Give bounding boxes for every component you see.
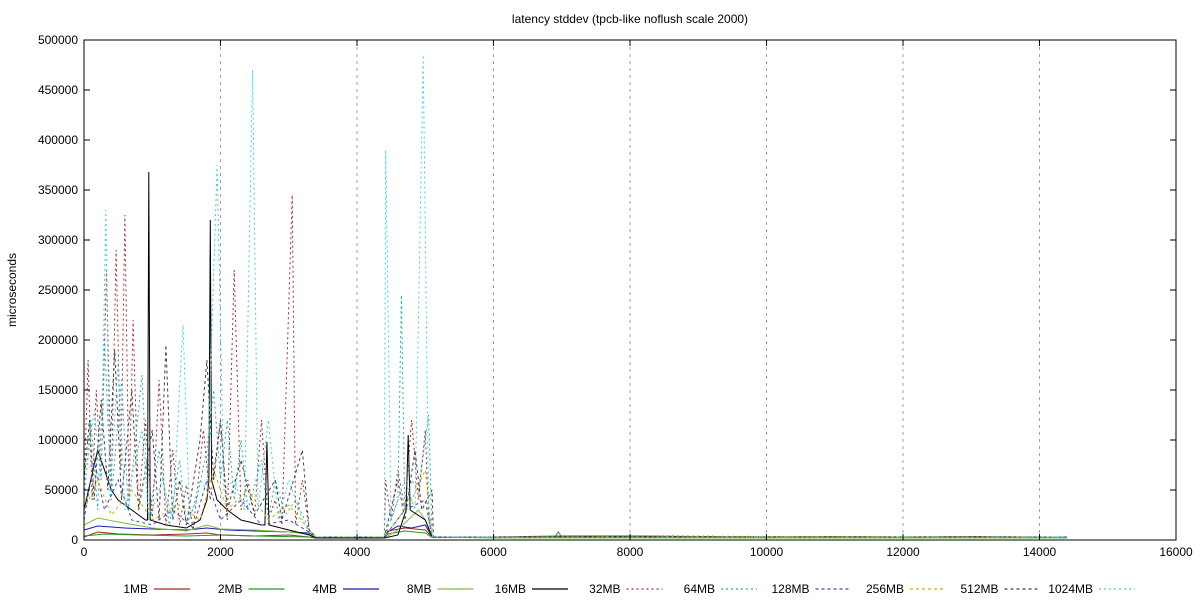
x-tick-label: 6000 — [480, 545, 507, 559]
y-tick-label: 0 — [71, 533, 78, 547]
y-tick-label: 50000 — [45, 483, 79, 497]
y-tick-label: 500000 — [38, 33, 78, 47]
legend: 1MB 2MB 4MB 8MB 16MB 32MB 64MB 128MB 256MB 512MB 1… — [123, 582, 1135, 596]
x-tick-label: 12000 — [886, 545, 920, 559]
y-tick-label: 300000 — [38, 233, 78, 247]
chart-title: latency stddev (tpcb-like noflush scale … — [512, 12, 748, 26]
legend-label: 1024MB — [1048, 582, 1093, 596]
y-tick-label: 400000 — [38, 133, 78, 147]
x-tick-label: 0 — [81, 545, 88, 559]
legend-label: 256MB — [866, 582, 904, 596]
series-line-16MB — [83, 171, 1067, 539]
plot-frame — [83, 39, 1177, 541]
x-tick-label: 4000 — [344, 545, 371, 559]
x-tick-label: 8000 — [617, 545, 644, 559]
x-tick-label: 10000 — [750, 545, 784, 559]
y-axis-ticks: 0 50000 100000 150000 200000 250000 300000 3500… — [38, 33, 1176, 547]
x-tick-label: 16000 — [1159, 545, 1193, 559]
y-tick-label: 150000 — [38, 383, 78, 397]
grid-lines — [220, 40, 1040, 540]
legend-label: 4MB — [312, 582, 337, 596]
y-tick-label: 250000 — [38, 283, 78, 297]
x-tick-label: 2000 — [207, 545, 234, 559]
legend-label: 128MB — [771, 582, 809, 596]
legend-label: 512MB — [960, 582, 998, 596]
y-tick-label: 100000 — [38, 433, 78, 447]
legend-label: 32MB — [589, 582, 620, 596]
x-axis-ticks: 0 2000 4000 6000 8000 10000 12000 14000 16000 — [81, 40, 1193, 559]
y-tick-label: 350000 — [38, 183, 78, 197]
y-tick-label: 200000 — [38, 333, 78, 347]
legend-label: 64MB — [684, 582, 715, 596]
y-axis-label: microseconds — [5, 253, 19, 327]
series-line-64MB — [83, 294, 1067, 538]
legend-label: 1MB — [123, 582, 148, 596]
y-tick-label: 450000 — [38, 83, 78, 97]
x-tick-label: 14000 — [1023, 545, 1057, 559]
series-line-1024MB — [83, 54, 1067, 538]
legend-label: 2MB — [218, 582, 243, 596]
series-line-512MB — [83, 344, 1067, 538]
legend-label: 8MB — [407, 582, 432, 596]
series-line-256MB — [83, 468, 1067, 538]
plot-area — [83, 54, 1067, 539]
series-line-8MB — [83, 509, 1067, 539]
legend-label: 16MB — [495, 582, 526, 596]
series-line-32MB — [83, 194, 1067, 538]
